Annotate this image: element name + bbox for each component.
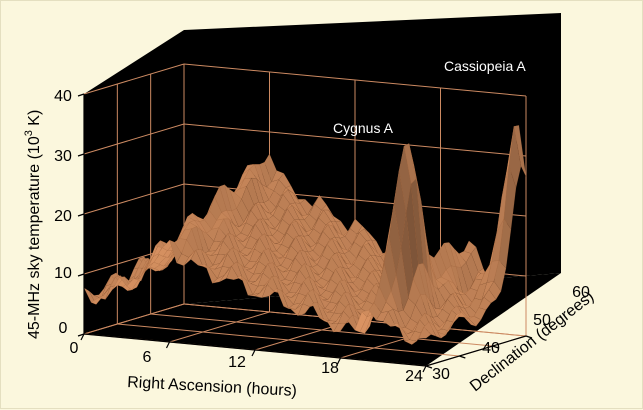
z-tick-labels: 0 10 20 30 40 [54, 88, 72, 337]
surface-patch [418, 326, 432, 339]
z-tick [77, 93, 85, 97]
z-tick [77, 153, 85, 157]
z-tick-label: 40 [54, 88, 72, 105]
z-tick-label: 0 [59, 320, 68, 337]
x-tick [336, 357, 342, 365]
x-tick-label: 0 [70, 340, 79, 357]
grid-line-z-left [83, 183, 185, 215]
grid-line-x-floor [83, 303, 185, 335]
axes-group [77, 93, 533, 373]
grid-line-y-floor [117, 323, 460, 357]
y-tick-label: 30 [432, 366, 450, 383]
y-tick-labels: 30 40 50 60 [432, 284, 590, 383]
z-tick [77, 333, 85, 337]
z-tick-label: 20 [54, 208, 72, 225]
z-tick-label: 10 [54, 265, 72, 282]
y-tick-label: 40 [482, 340, 500, 357]
x-tick-label: 24 [405, 368, 423, 385]
grid-line-z-left [83, 63, 185, 95]
y-tick [459, 355, 466, 359]
annotation-cassiopeia-a: Cassiopeia A [444, 58, 526, 74]
x-tick-label: 12 [228, 354, 246, 371]
grid-line-x-floor [169, 311, 270, 343]
annotation-cygnus-a: Cygnus A [333, 120, 394, 136]
y-tick [525, 335, 533, 339]
y-tick [425, 365, 433, 369]
z-tick [77, 273, 85, 277]
x-tick-label: 18 [321, 360, 339, 377]
z-tick [77, 213, 85, 217]
y-tick-label: 50 [533, 312, 551, 329]
surface-mesh [83, 125, 527, 345]
x-tick-labels: 0 6 12 18 24 [70, 340, 423, 385]
y-tick-label: 60 [572, 284, 590, 301]
z-axis-label: 45-MHz sky temperature (103 K) [23, 110, 43, 339]
x-tick [165, 341, 171, 349]
grid-line-y-floor [150, 313, 493, 347]
z-tick-label: 30 [54, 148, 72, 165]
y-tick [492, 345, 499, 349]
grid-line-z-left [83, 123, 185, 155]
x-tick [251, 349, 256, 357]
x-tick [422, 365, 427, 373]
grid-lines [83, 63, 527, 367]
x-axis-label: Right Ascension (hours) [127, 374, 298, 400]
x-tick [80, 333, 85, 341]
y-axis-line [425, 335, 527, 367]
x-tick-label: 6 [143, 349, 152, 366]
